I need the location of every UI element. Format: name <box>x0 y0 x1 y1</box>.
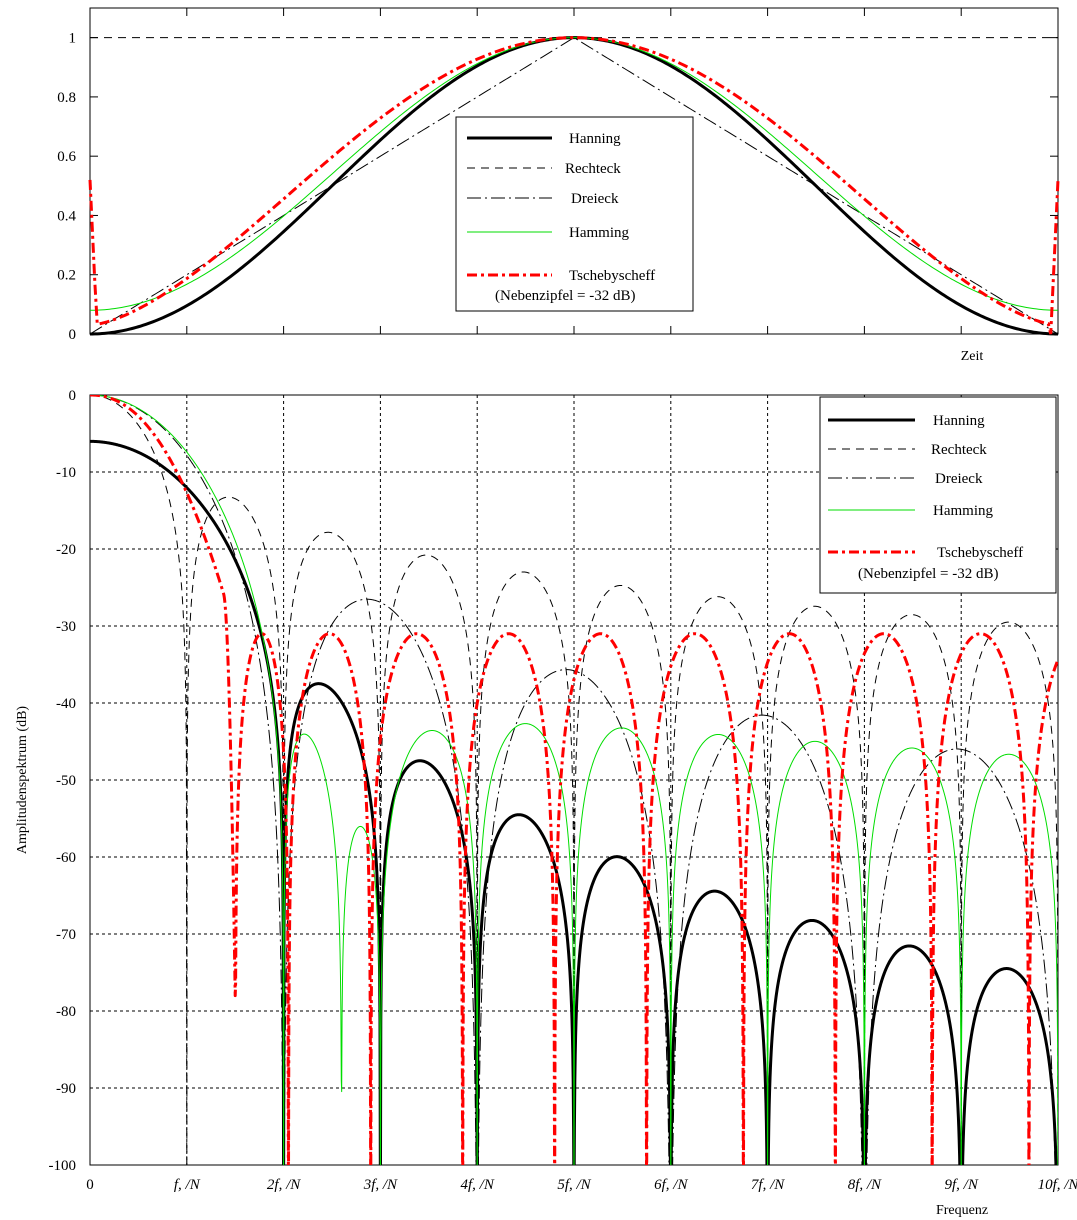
spectrum-y-tick-label: -70 <box>56 927 76 943</box>
spectrum-x-tick-label: 6f, /N <box>654 1177 688 1193</box>
time-legend-label-tscheby: Tschebyscheff <box>569 268 655 284</box>
spectrum-x-tick-label: 10f, /N <box>1038 1177 1077 1193</box>
spectrum-curves <box>90 395 1058 1165</box>
spectrum-curve-hamming <box>90 395 1058 1165</box>
spectrum-ticks: 0 -10 -20 -30 -40 -50 -60 -70 -80 -90 -100 0 f, /N 2f… <box>49 388 1077 1193</box>
time-curve-hamming <box>89 37 1059 311</box>
time-legend: Hanning Rechteck Dreieck Hamming Tscheby… <box>455 116 694 312</box>
time-y-tick-label: 1 <box>69 31 77 47</box>
spectrum-legend-box <box>819 396 1057 594</box>
time-curve-tscheby <box>88 36 1060 335</box>
spectrum-legend-label-hamming: Hamming <box>933 503 993 519</box>
spectrum-x-tick-label: 4f, /N <box>461 1177 495 1193</box>
spectrum-y-tick-label: -20 <box>56 542 76 558</box>
spectrum-x-tick-label: 2f, /N <box>267 1177 301 1193</box>
time-y-tick-label: 0.8 <box>57 90 76 106</box>
spectrum-curve-hanning <box>90 439 1058 1165</box>
spectrum-legend: Hanning Rechteck Dreieck Hamming Tscheby… <box>819 396 1057 594</box>
spectrum-curve-dreieck <box>90 395 1056 1165</box>
spectrum-y-tick-label: -90 <box>56 1081 76 1097</box>
spectrum-y-tick-label: 0 <box>69 388 77 404</box>
spectrum-legend-label-dreieck: Dreieck <box>935 471 983 487</box>
time-x-axis-label: Zeit <box>961 349 984 364</box>
time-curve-dreieck <box>89 37 1059 335</box>
spectrum-x-tick-label: 7f, /N <box>751 1177 785 1193</box>
spectrum-x-tick-label: 5f, /N <box>557 1177 591 1193</box>
spectrum-x-axis-label: Frequenz <box>936 1203 988 1218</box>
spectrum-x-tick-label: f, /N <box>174 1177 201 1193</box>
time-legend-label-hamming: Hamming <box>569 225 629 241</box>
spectrum-y-tick-label: -10 <box>56 465 76 481</box>
time-legend-label-hanning: Hanning <box>569 131 621 147</box>
spectrum-y-axis-label: Amplitudenspektrum (dB) <box>15 706 30 854</box>
time-y-tick-label: 0.4 <box>57 208 76 224</box>
time-y-tick-label: 0.6 <box>57 149 76 165</box>
spectrum-y-tick-label: -40 <box>56 696 76 712</box>
time-legend-label-dreieck: Dreieck <box>571 191 619 207</box>
spectrum-y-tick-label: -60 <box>56 850 76 866</box>
time-y-tick-label: 0 <box>69 327 77 343</box>
spectrum-legend-label-tscheby: Tschebyscheff <box>937 545 1023 561</box>
spectrum-x-tick-label: 9f, /N <box>945 1177 979 1193</box>
frequency-domain-chart: 0 -10 -20 -30 -40 -50 -60 -70 -80 -90 -100 0 f, /N 2f… <box>15 388 1077 1218</box>
spectrum-legend-label-hanning: Hanning <box>933 413 985 429</box>
spectrum-x-tick-label: 0 <box>86 1177 94 1193</box>
time-legend-box <box>455 116 694 312</box>
spectrum-x-tick-label: 3f, /N <box>363 1177 398 1193</box>
spectrum-x-tick-label: 8f, /N <box>848 1177 882 1193</box>
time-y-ticks: 0 0.2 0.4 0.6 0.8 1 <box>57 8 1058 343</box>
time-y-tick-label: 0.2 <box>57 268 76 284</box>
spectrum-y-tick-label: -100 <box>49 1158 77 1174</box>
spectrum-y-tick-label: -30 <box>56 619 76 635</box>
spectrum-y-tick-label: -50 <box>56 773 76 789</box>
time-legend-label-rechteck: Rechteck <box>565 161 621 177</box>
spectrum-legend-label-rechteck: Rechteck <box>931 442 987 458</box>
spectrum-legend-note-tscheby: (Nebenzipfel = -32 dB) <box>858 566 999 582</box>
spectrum-curve-tscheby <box>90 395 1058 1165</box>
time-curves <box>88 36 1060 336</box>
spectrum-y-tick-label: -80 <box>56 1004 76 1020</box>
time-legend-note-tscheby: (Nebenzipfel = -32 dB) <box>495 288 636 304</box>
